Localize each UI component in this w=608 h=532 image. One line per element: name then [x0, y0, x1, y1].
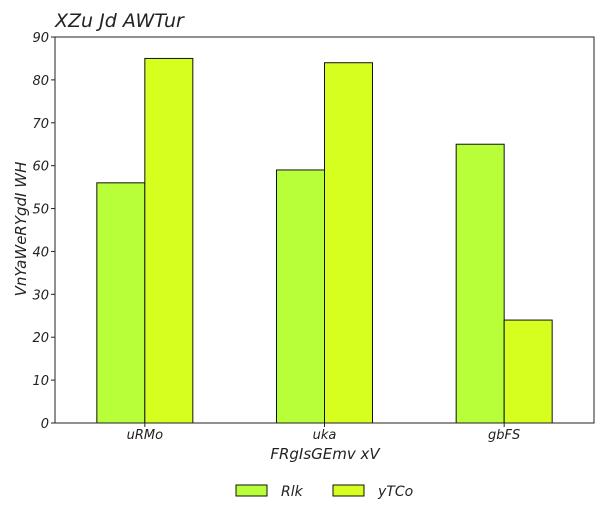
- y-axis-label: VnYaWeRYgdI WH: [12, 162, 30, 297]
- chart-title: XZu Jd AWTur: [54, 10, 185, 32]
- y-tick-label: 60: [32, 160, 49, 175]
- bar-ytco: [503, 319, 553, 424]
- y-tick-label: 80: [32, 74, 49, 89]
- x-tick-label: uRMo: [127, 428, 163, 443]
- y-tick-label: 40: [32, 245, 49, 260]
- bar-ytco: [144, 57, 194, 424]
- legend-swatch-ytco: [332, 484, 365, 497]
- y-tick-label: 70: [32, 117, 49, 132]
- bar-ytco: [324, 62, 373, 424]
- x-tick-label: gbFS: [488, 428, 520, 443]
- bar-rlk: [276, 169, 325, 424]
- y-tick-label: 20: [32, 331, 49, 346]
- legend-label-rlk: Rlk: [281, 484, 304, 500]
- legend-swatch-rlk: [235, 484, 268, 497]
- y-tick-label: 30: [32, 288, 49, 303]
- legend: Rlk yTCo: [235, 484, 413, 500]
- y-tick-label: 10: [32, 374, 49, 389]
- plot-area: 0 10 20 30 40 50 60 70 80 90 uRMo uka gbFS: [32, 31, 595, 443]
- axes-frame: [54, 36, 595, 424]
- bar-rlk: [455, 143, 505, 424]
- y-tick-label: 50: [32, 203, 49, 218]
- bar-rlk: [96, 182, 146, 424]
- legend-label-ytco: yTCo: [377, 484, 413, 500]
- x-axis-label: FRgIsGEmv xV: [270, 445, 381, 463]
- y-tick-label: 90: [32, 31, 49, 46]
- x-tick-label: uka: [313, 428, 337, 443]
- y-tick-label: 0: [41, 417, 49, 432]
